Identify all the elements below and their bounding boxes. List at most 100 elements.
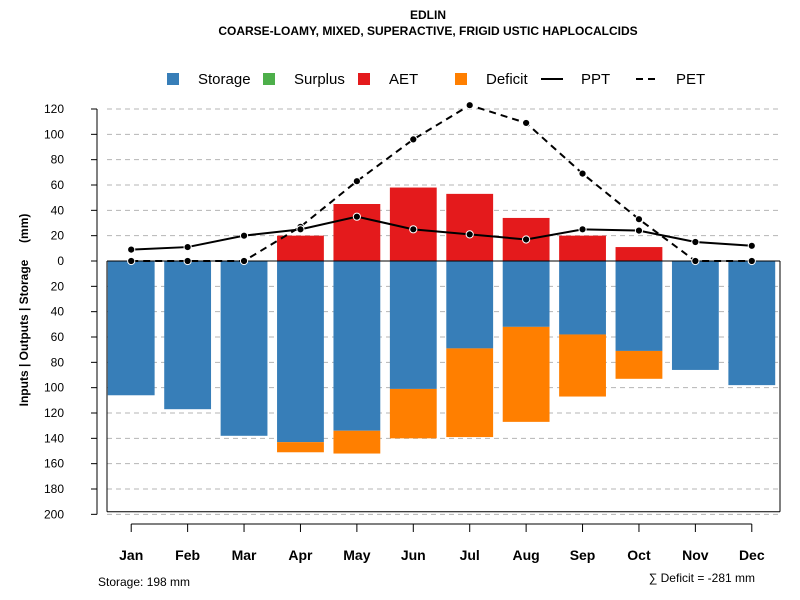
storage-bar-jul [446, 261, 494, 349]
legend-storage-label: Storage [198, 71, 251, 88]
pet-point-feb [183, 256, 192, 266]
y-tick-label: 60 [51, 178, 65, 192]
pet-point-mar [239, 256, 249, 266]
y-tick-label: 60 [51, 330, 65, 344]
y-tick-label: 100 [44, 381, 64, 395]
legend-pet-label: PET [676, 71, 705, 88]
ppt-point-feb [183, 242, 192, 252]
deficit-bar-jun [389, 388, 437, 439]
chart-title: EDLIN [410, 8, 446, 22]
storage-bar-nov [671, 261, 719, 370]
x-tick-label-jun: Jun [401, 547, 426, 563]
ppt-point-jun [409, 225, 418, 234]
legend-deficit-swatch [455, 73, 467, 85]
y-tick-label: 80 [51, 355, 65, 369]
y-tick-label: 20 [51, 229, 65, 243]
lines [127, 101, 756, 266]
y-tick-label: 200 [44, 507, 64, 521]
storage-bar-sep [559, 261, 606, 335]
legend-surplus-swatch [263, 73, 275, 85]
y-tick-label: 140 [44, 431, 64, 445]
y-tick-label: 80 [51, 153, 65, 167]
gridlines [107, 108, 780, 515]
aet-bar-sep [559, 235, 606, 261]
y-tick-label: 120 [44, 102, 64, 116]
storage-bar-dec [728, 261, 776, 386]
deficit-bar-may [333, 430, 381, 454]
y-tick-label: 40 [51, 305, 65, 319]
x-tick-label-oct: Oct [627, 547, 651, 563]
y-tick-label: 100 [44, 127, 64, 141]
pet-point-jul [465, 101, 474, 110]
y-tick-label: 120 [44, 406, 64, 420]
deficit-bar-aug [502, 326, 550, 422]
x-tick-label-sep: Sep [570, 547, 596, 563]
ppt-point-sep [578, 225, 587, 234]
aet-bar-apr [277, 235, 324, 261]
chart-subtitle: COARSE-LOAMY, MIXED, SUPERACTIVE, FRIGID… [218, 24, 637, 38]
x-tick-label-jul: Jul [460, 547, 480, 563]
ppt-point-nov [691, 237, 700, 247]
aet-bar-may [333, 204, 381, 261]
storage-bar-apr [277, 261, 324, 443]
y-tick-label: 180 [44, 482, 64, 496]
storage-bar-mar [220, 261, 268, 436]
pet-point-nov [691, 256, 700, 266]
y-axis-ticks: 1201008060402002040608010012014016018020… [44, 102, 98, 521]
ppt-line [131, 215, 752, 251]
x-tick-label-feb: Feb [175, 547, 200, 563]
y-tick-label: 20 [51, 279, 65, 293]
pet-line [131, 104, 752, 262]
bars [107, 187, 776, 454]
pet-point-oct [634, 215, 644, 224]
ppt-point-may [352, 212, 361, 221]
legend-aet-swatch [358, 73, 370, 85]
legend-deficit-label: Deficit [486, 71, 529, 88]
storage-bar-feb [164, 261, 212, 410]
aet-bar-oct [615, 247, 663, 261]
pet-point-sep [578, 169, 587, 178]
deficit-bar-sep [559, 334, 606, 397]
legend: Storage Surplus AET Deficit PPT PET [167, 71, 705, 88]
storage-bar-jan [107, 261, 155, 396]
pet-point-dec [747, 256, 756, 266]
x-tick-label-mar: Mar [232, 547, 257, 563]
y-tick-label: 160 [44, 457, 64, 471]
y-axis-label: Inputs | Outputs | Storage (mm) [17, 214, 31, 407]
x-tick-label-jan: Jan [119, 547, 143, 563]
storage-bar-may [333, 261, 381, 431]
deficit-bar-jul [446, 348, 494, 438]
aet-bar-jun [389, 187, 437, 261]
x-tick-label-apr: Apr [288, 547, 313, 563]
legend-aet-label: AET [389, 71, 418, 88]
storage-footnote: Storage: 198 mm [98, 575, 190, 589]
y-tick-label: 40 [51, 203, 65, 217]
deficit-footnote: ∑ Deficit = -281 mm [649, 571, 755, 585]
x-tick-label-nov: Nov [682, 547, 709, 563]
x-tick-label-may: May [343, 547, 370, 563]
pet-point-aug [522, 118, 531, 128]
legend-ppt-label: PPT [581, 71, 610, 88]
x-tick-label-aug: Aug [513, 547, 540, 563]
storage-bar-jun [389, 261, 437, 389]
ppt-point-jul [465, 230, 474, 239]
x-tick-label-dec: Dec [739, 547, 765, 563]
pet-point-may [352, 177, 361, 186]
y-tick-label: 0 [57, 254, 64, 268]
legend-storage-swatch [167, 73, 179, 85]
ppt-point-jan [127, 245, 136, 254]
x-axis-ticks: Jan Feb Mar Apr May Jun Jul Aug Sep Oct Nov Dec [119, 523, 765, 563]
pet-point-jan [127, 256, 136, 266]
ppt-point-oct [634, 226, 644, 235]
ppt-point-dec [747, 241, 756, 250]
legend-surplus-label: Surplus [294, 71, 345, 88]
deficit-bar-apr [277, 442, 324, 453]
deficit-bar-oct [615, 350, 663, 379]
aet-bar-jul [446, 193, 494, 261]
storage-bar-aug [502, 261, 550, 327]
storage-bar-oct [615, 261, 663, 351]
pet-point-jun [409, 135, 418, 144]
ppt-point-apr [296, 225, 305, 234]
ppt-point-aug [522, 235, 531, 244]
